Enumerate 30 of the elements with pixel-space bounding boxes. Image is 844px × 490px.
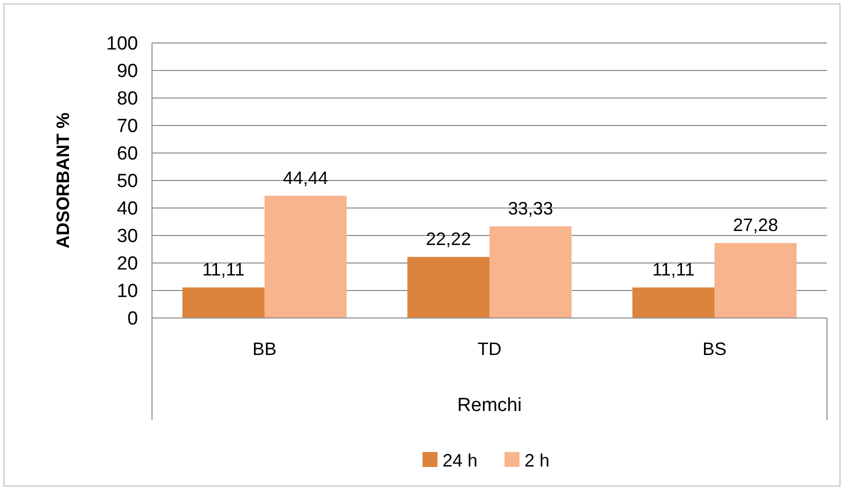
bar [264, 196, 347, 318]
y-tick-label: 70 [116, 116, 138, 138]
data-label: 27,28 [733, 214, 778, 235]
x-axis-title: Remchi [457, 395, 522, 416]
data-label: 11,11 [202, 259, 245, 280]
y-tick-label: 30 [116, 226, 138, 248]
data-label: 33,33 [508, 198, 554, 218]
bar [632, 287, 714, 318]
y-axis-title: ADSORBANT % [53, 112, 73, 249]
y-tick-label: 40 [116, 198, 138, 220]
bar [182, 287, 264, 318]
x-tick-label: TD [478, 339, 502, 359]
bar [407, 256, 490, 318]
y-tick-label: 20 [116, 254, 138, 275]
y-tick-label: 100 [106, 34, 138, 55]
data-label: 44,44 [283, 168, 328, 188]
data-label: 11,11 [652, 259, 695, 280]
legend-label: 2 h [524, 450, 550, 470]
bar [490, 226, 572, 318]
y-tick-label: 0 [127, 308, 138, 330]
legend-label: 24 h [442, 450, 478, 470]
y-tick-label: 60 [116, 144, 138, 165]
y-tick-label: 80 [116, 88, 138, 110]
y-tick-label: 10 [116, 281, 138, 302]
x-tick-label: BS [702, 339, 727, 359]
bar [714, 242, 797, 318]
x-tick-label: BB [252, 339, 277, 359]
y-tick-label: 50 [116, 171, 138, 192]
data-label: 22,22 [426, 228, 471, 249]
y-tick-label: 90 [116, 61, 138, 82]
